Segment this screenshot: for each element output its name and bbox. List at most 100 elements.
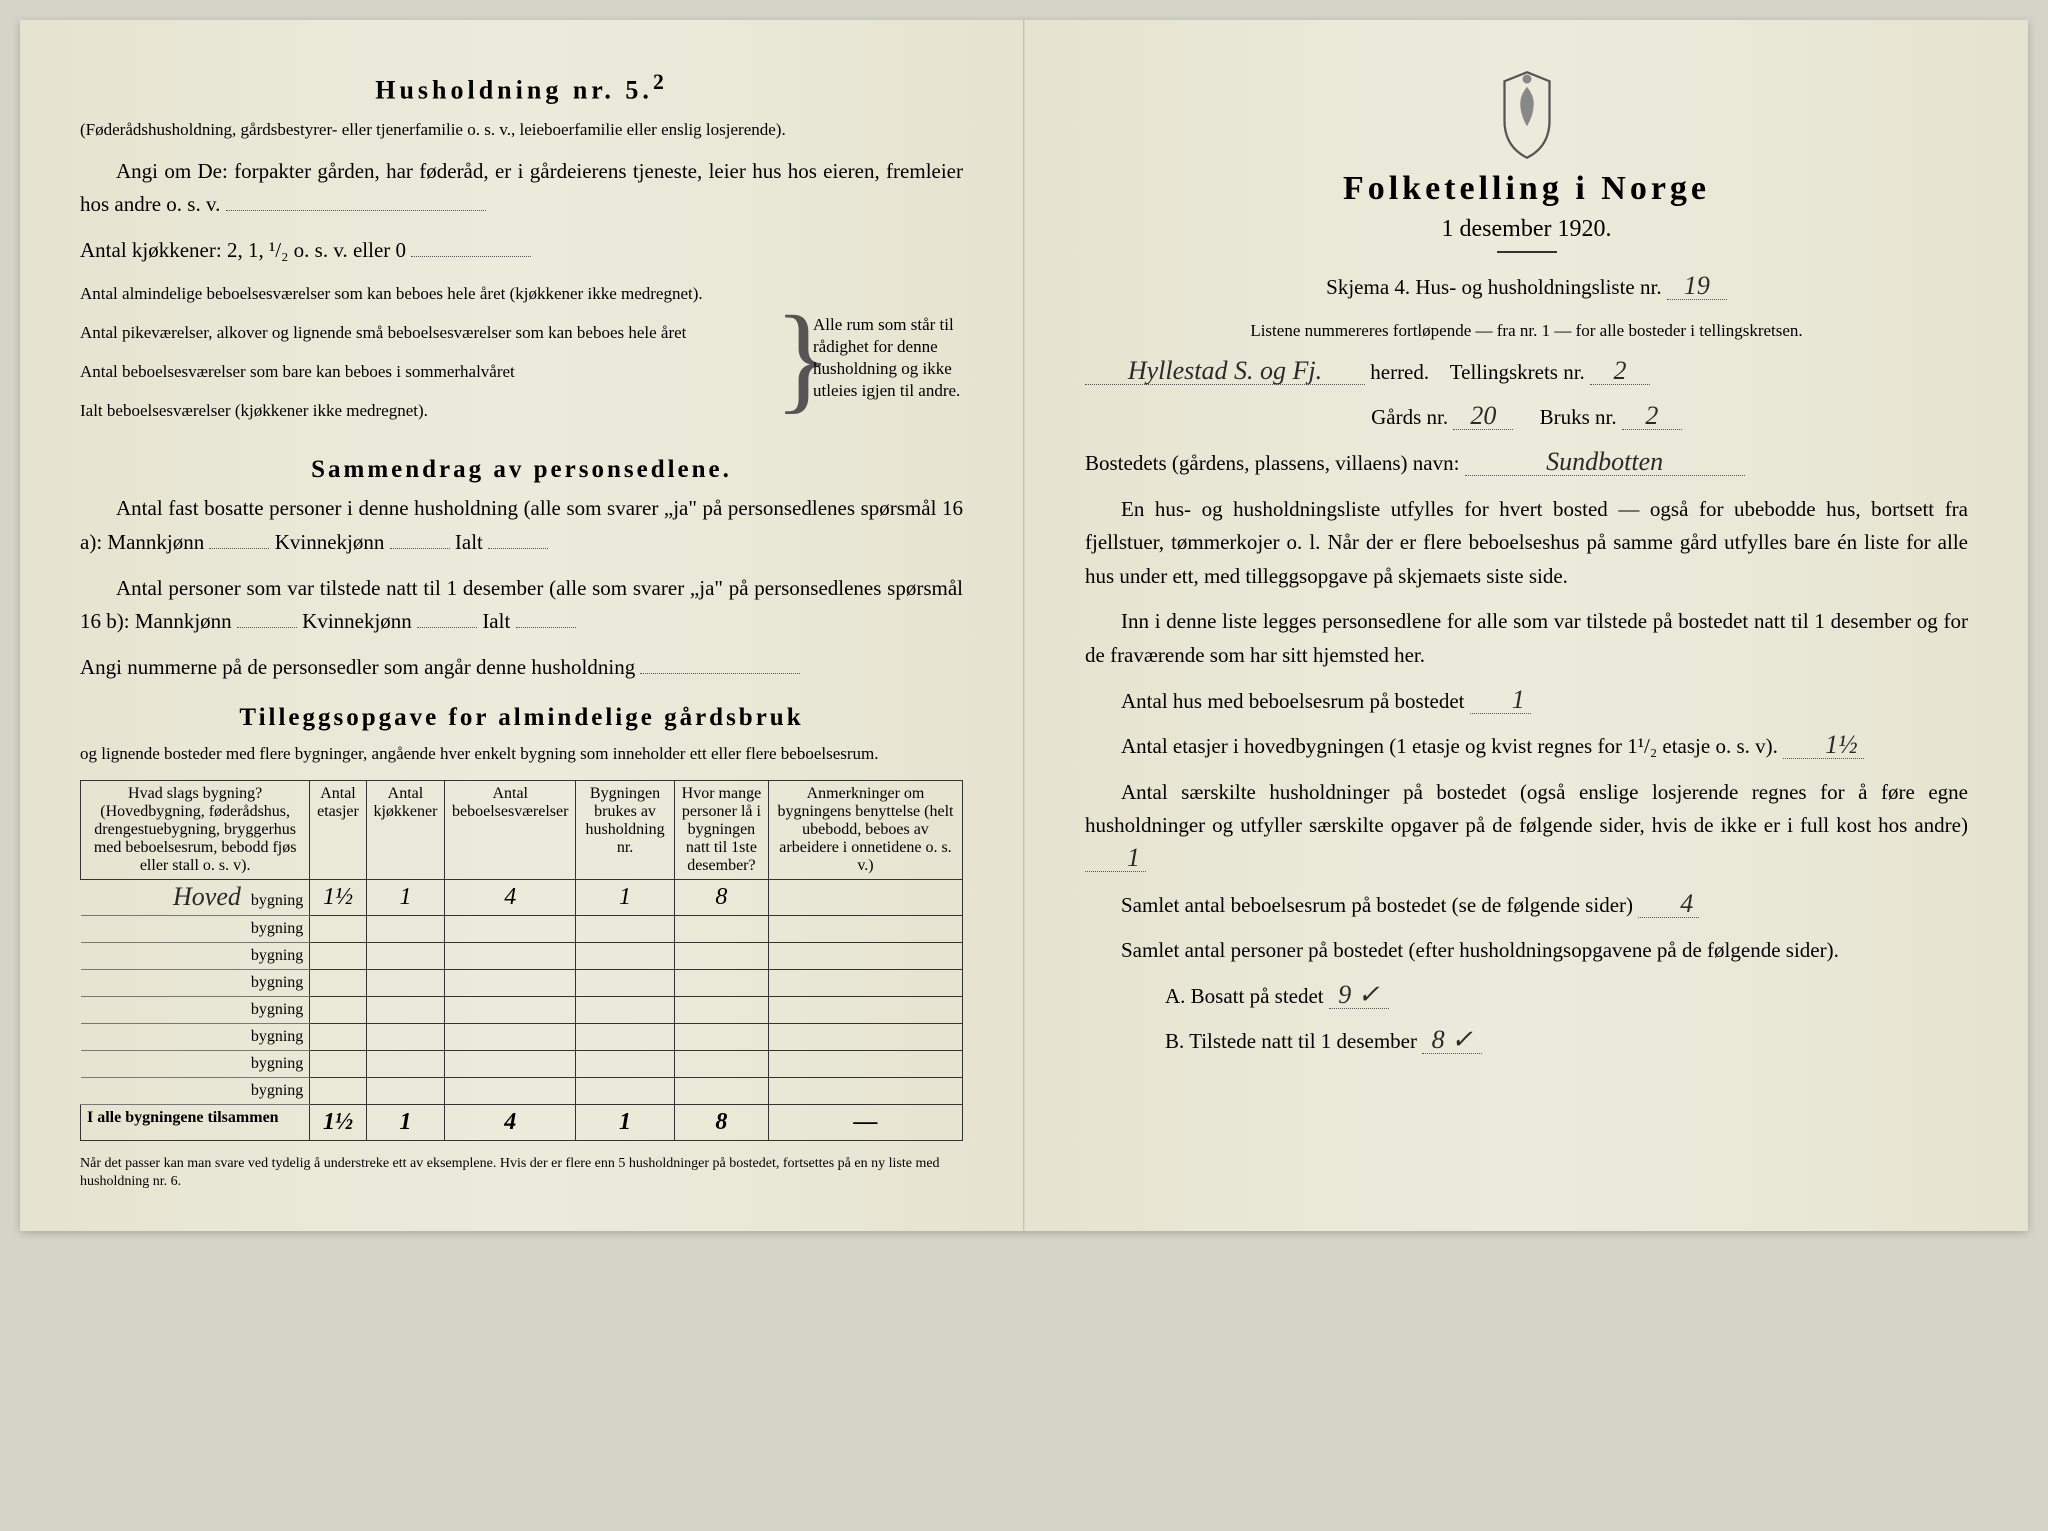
s2-l2a: Antal personer som var tilstede natt til… bbox=[80, 576, 963, 634]
bosted-value: Sundbotten bbox=[1465, 449, 1745, 476]
s2-l1a: Antal fast bosatte personer i denne hush… bbox=[80, 496, 963, 554]
brace-icon: } bbox=[793, 280, 813, 437]
right-page: Folketelling i Norge 1 desember 1920. Sk… bbox=[1024, 20, 2028, 1231]
q2-value: 1½ bbox=[1783, 732, 1864, 759]
main-title: Folketelling i Norge bbox=[1085, 170, 1968, 208]
blank-fill bbox=[640, 673, 800, 674]
intro-angi-text: Angi om De: forpakter gården, har føderå… bbox=[80, 159, 963, 217]
q2-line: Antal etasjer i hovedbygningen (1 etasje… bbox=[1085, 730, 1968, 764]
q4-value: 4 bbox=[1638, 891, 1699, 918]
s2-l1b: Kvinnekjønn bbox=[275, 530, 385, 554]
rooms-block: Antal almindelige beboelsesværelser som … bbox=[80, 280, 963, 437]
footnote: Når det passer kan man svare ved tydelig… bbox=[80, 1155, 963, 1191]
skjema-value: 19 bbox=[1667, 273, 1727, 300]
rooms-l3: Antal beboelsesværelser som bare kan beb… bbox=[80, 358, 793, 385]
census-date: 1 desember 1920. bbox=[1085, 216, 1968, 243]
document-spread: Husholdning nr. 5.2 (Føderådshusholdning… bbox=[20, 20, 2028, 1231]
herred-label: herred. bbox=[1370, 360, 1429, 384]
listenote: Listene nummereres fortløpende — fra nr.… bbox=[1085, 317, 1968, 344]
heading-text: Husholdning nr. 5. bbox=[375, 76, 653, 105]
kjokken-line: Antal kjøkkener: 2, 1, ¹/₂ o. s. v. elle… bbox=[80, 234, 963, 268]
gards-label: Gårds nr. bbox=[1371, 405, 1448, 429]
herred-line: Hyllestad S. og Fj. herred. Tellingskret… bbox=[1085, 356, 1968, 390]
q4-label: Samlet antal beboelsesrum på bostedet (s… bbox=[1121, 893, 1633, 917]
gards-line: Gårds nr. 20 Bruks nr. 2 bbox=[1085, 401, 1968, 435]
blank-fill bbox=[488, 548, 548, 549]
s2-l2c: Ialt bbox=[482, 609, 510, 633]
qB-line: B. Tilstede natt til 1 desember 8 ✓ bbox=[1085, 1025, 1968, 1059]
s2-line1: Antal fast bosatte personer i denne hush… bbox=[80, 492, 963, 559]
qA-line: A. Bosatt på stedet 9 ✓ bbox=[1085, 980, 1968, 1014]
s2-nums-text: Angi nummerne på de personsedler som ang… bbox=[80, 655, 635, 679]
th-kjokken: Antal kjøkkener bbox=[366, 780, 445, 879]
brace-text: Alle rum som står til rådighet for denne… bbox=[813, 280, 963, 437]
blank-fill bbox=[516, 627, 576, 628]
q3-label: Antal særskilte husholdninger på bostede… bbox=[1085, 780, 1968, 838]
q1-label: Antal hus med beboelsesrum på bostedet bbox=[1121, 689, 1465, 713]
s3-sub: og lignende bosteder med flere bygninger… bbox=[80, 740, 963, 767]
building-table: Hvad slags bygning? (Hovedbygning, føder… bbox=[80, 780, 963, 1141]
skjema-label: Skjema 4. Hus- og husholdningsliste nr. bbox=[1326, 275, 1661, 299]
th-beboelse: Antal beboelsesværelser bbox=[445, 780, 576, 879]
q1-value: 1 bbox=[1470, 687, 1531, 714]
skjema-line: Skjema 4. Hus- og husholdningsliste nr. … bbox=[1085, 271, 1968, 305]
divider bbox=[1497, 251, 1557, 253]
left-page: Husholdning nr. 5.2 (Føderådshusholdning… bbox=[20, 20, 1024, 1231]
qA-value: 9 ✓ bbox=[1329, 982, 1389, 1009]
bosted-label: Bostedets (gårdens, plassens, villaens) … bbox=[1085, 451, 1459, 475]
rooms-l2: Antal pikeværelser, alkover og lignende … bbox=[80, 319, 793, 346]
bruks-value: 2 bbox=[1622, 403, 1682, 430]
q3-line: Antal særskilte husholdninger på bostede… bbox=[1085, 776, 1968, 877]
qA-label: A. Bosatt på stedet bbox=[1165, 984, 1324, 1008]
herred-value: Hyllestad S. og Fj. bbox=[1085, 358, 1365, 385]
section3-title: Tilleggsopgave for almindelige gårdsbruk bbox=[80, 704, 963, 732]
table-sum-row: I alle bygningene tilsammen1½1418— bbox=[81, 1104, 963, 1140]
blank-fill bbox=[226, 210, 486, 211]
q5-line: Samlet antal personer på bostedet (efter… bbox=[1085, 934, 1968, 968]
q2-label: Antal etasjer i hovedbygningen (1 etasje… bbox=[1121, 734, 1778, 758]
q3-value: 1 bbox=[1085, 845, 1146, 872]
crest-icon bbox=[1492, 70, 1562, 160]
blank-fill bbox=[390, 548, 450, 549]
q4-line: Samlet antal beboelsesrum på bostedet (s… bbox=[1085, 889, 1968, 923]
section2-title: Sammendrag av personsedlene. bbox=[80, 456, 963, 484]
table-row: bygning bbox=[81, 915, 963, 942]
tellingskrets-value: 2 bbox=[1590, 358, 1650, 385]
household-heading: Husholdning nr. 5.2 bbox=[80, 70, 963, 106]
s2-nums: Angi nummerne på de personsedler som ang… bbox=[80, 651, 963, 685]
qB-label: B. Tilstede natt til 1 desember bbox=[1165, 1029, 1417, 1053]
q1-line: Antal hus med beboelsesrum på bostedet 1 bbox=[1085, 685, 1968, 719]
table-row: bygning bbox=[81, 996, 963, 1023]
bosted-line: Bostedets (gårdens, plassens, villaens) … bbox=[1085, 447, 1968, 481]
tellingskrets-label: Tellingskrets nr. bbox=[1450, 360, 1585, 384]
rooms-l1: Antal almindelige beboelsesværelser som … bbox=[80, 280, 793, 307]
th-bygning: Hvad slags bygning? (Hovedbygning, føder… bbox=[81, 780, 310, 879]
intro-angi: Angi om De: forpakter gården, har føderå… bbox=[80, 155, 963, 222]
s2-line2: Antal personer som var tilstede natt til… bbox=[80, 572, 963, 639]
intro-paren: (Føderådshusholdning, gårdsbestyrer- ell… bbox=[80, 116, 963, 143]
table-header-row: Hvad slags bygning? (Hovedbygning, føder… bbox=[81, 780, 963, 879]
blank-fill bbox=[411, 256, 531, 257]
th-etasjer: Antal etasjer bbox=[310, 780, 366, 879]
gards-value: 20 bbox=[1453, 403, 1513, 430]
heading-sup: 2 bbox=[653, 70, 668, 94]
th-personer: Hvor mange personer lå i bygningen natt … bbox=[674, 780, 768, 879]
p1: En hus- og husholdningsliste utfylles fo… bbox=[1085, 493, 1968, 594]
table-row: bygning bbox=[81, 942, 963, 969]
table-row: bygning bbox=[81, 1050, 963, 1077]
th-hushold: Bygningen brukes av husholdning nr. bbox=[576, 780, 675, 879]
rooms-l4: Ialt beboelsesværelser (kjøkkener ikke m… bbox=[80, 397, 793, 424]
blank-fill bbox=[237, 627, 297, 628]
qB-value: 8 ✓ bbox=[1422, 1027, 1482, 1054]
blank-fill bbox=[209, 548, 269, 549]
p2: Inn i denne liste legges personsedlene f… bbox=[1085, 605, 1968, 672]
s2-l2b: Kvinnekjønn bbox=[302, 609, 412, 633]
s2-l1c: Ialt bbox=[455, 530, 483, 554]
kjokken-label: Antal kjøkkener: 2, 1, ¹/₂ o. s. v. elle… bbox=[80, 238, 406, 262]
table-row: bygning bbox=[81, 969, 963, 996]
blank-fill bbox=[417, 627, 477, 628]
table-row: bygning bbox=[81, 1023, 963, 1050]
table-row: bygning bbox=[81, 1077, 963, 1104]
table-row: Hoved bygning1½1418 bbox=[81, 879, 963, 915]
th-anmerk: Anmerkninger om bygningens benyttelse (h… bbox=[768, 780, 962, 879]
